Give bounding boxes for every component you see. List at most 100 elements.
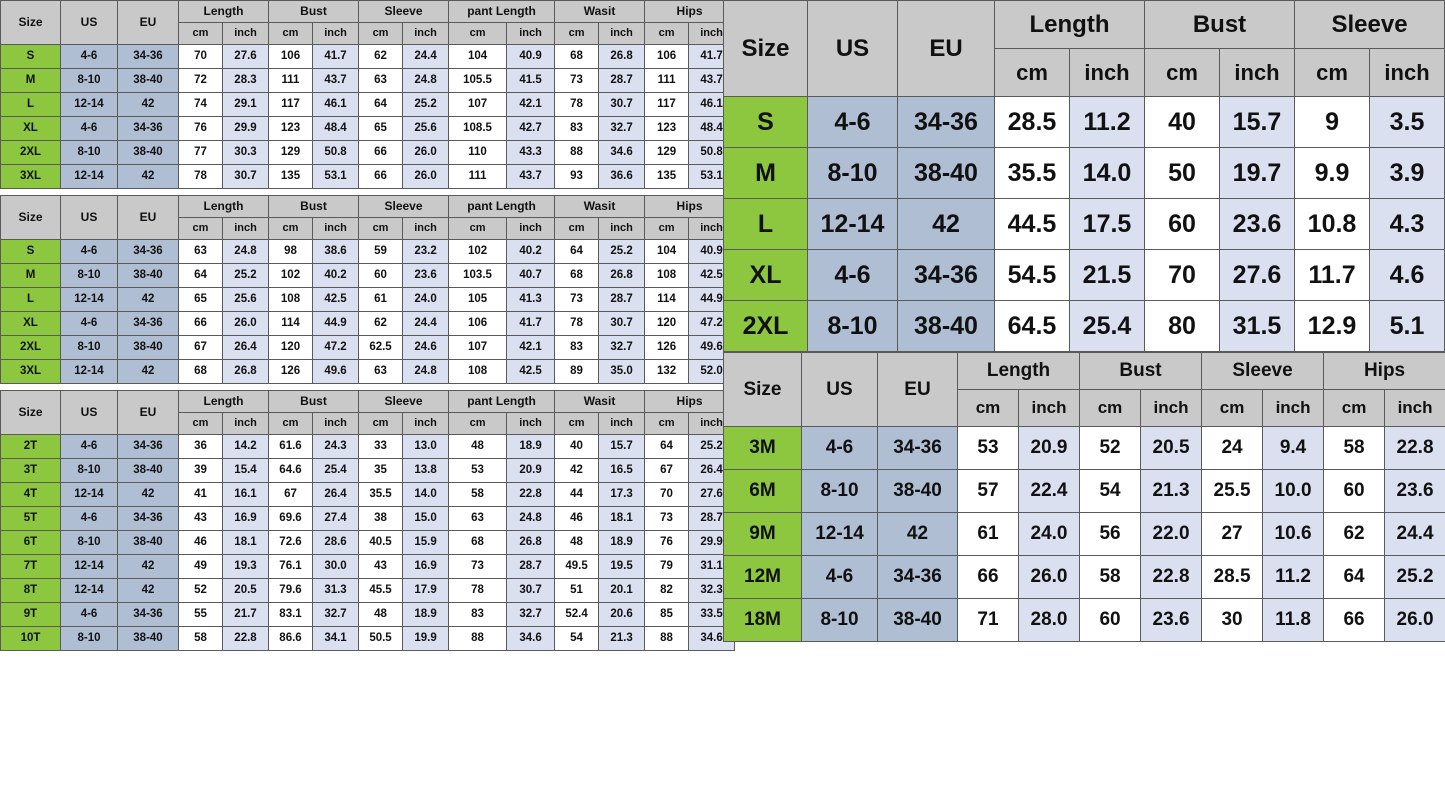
- cell-measurement-cm: 68: [554, 263, 600, 288]
- unit-header-cm: cm: [554, 22, 600, 45]
- unit-header-inch: inch: [402, 412, 450, 435]
- cell-measurement-inch: 22.8: [222, 626, 269, 651]
- unit-header-cm: cm: [358, 217, 404, 240]
- table-row: M 8-10 38-40 64 25.2 102 40.2 60 23.6 103.5 40.7 68…: [0, 263, 736, 288]
- cell-measurement-inch: 24.0: [1017, 512, 1081, 556]
- unit-header-inch: inch: [311, 412, 360, 435]
- cell-measurement-inch: 24.3: [311, 434, 360, 459]
- cell-measurement-inch: 42.7: [506, 116, 556, 141]
- column-header-eu: EU: [897, 0, 995, 97]
- unit-header-inch: inch: [222, 217, 269, 240]
- cell-measurement-cm: 132: [644, 359, 690, 384]
- cell-measurement-cm: 83: [448, 602, 508, 627]
- cell-eu: 42: [117, 578, 179, 603]
- unit-header-inch: inch: [222, 22, 269, 45]
- cell-measurement-inch: 41.7: [506, 311, 556, 336]
- unit-header-inch: inch: [598, 217, 646, 240]
- table-row: L 12-14 42 65 25.6 108 42.5 61 24.0 105 41.3 73 28.7…: [0, 287, 736, 312]
- cell-measurement-inch: 22.0: [1140, 512, 1203, 556]
- cell-measurement-cm: 72.6: [268, 530, 313, 555]
- cell-measurement-cm: 66: [178, 311, 223, 336]
- cell-eu: 34-36: [117, 506, 179, 531]
- cell-measurement-cm: 114: [268, 311, 313, 336]
- cell-measurement-cm: 83: [554, 335, 600, 360]
- cell-measurement-cm: 88: [448, 626, 508, 651]
- cell-measurement-inch: 19.5: [598, 554, 646, 579]
- cell-us: 4-6: [60, 116, 118, 141]
- header-group-row: Size US EU Length Bust Sleeve pant Length Wasit…: [0, 195, 736, 240]
- cell-measurement-cm: 93: [554, 164, 600, 189]
- cell-us: 4-6: [807, 249, 898, 301]
- cell-measurement-cm: 89: [554, 359, 600, 384]
- cell-size: 12M: [723, 555, 802, 599]
- cell-us: 4-6: [807, 96, 898, 148]
- cell-measurement-inch: 23.6: [1219, 198, 1296, 250]
- measurement-group-header: Hips: [1323, 352, 1445, 390]
- cell-measurement-cm: 69.6: [268, 506, 313, 531]
- cell-measurement-cm: 11.7: [1294, 249, 1371, 301]
- unit-header-inch: inch: [598, 22, 646, 45]
- unit-header-inch: inch: [1017, 389, 1081, 427]
- cell-measurement-inch: 21.3: [598, 626, 646, 651]
- cell-measurement-cm: 50.5: [358, 626, 404, 651]
- unit-header-cm: cm: [994, 48, 1070, 97]
- cell-us: 8-10: [801, 598, 878, 642]
- cell-measurement-inch: 28.6: [311, 530, 360, 555]
- cell-measurement-cm: 126: [268, 359, 313, 384]
- table-row: XL 4-6 34-36 76 29.9 123 48.4 65 25.6 108.5 42.7 83…: [0, 116, 736, 141]
- cell-measurement-inch: 32.7: [598, 335, 646, 360]
- measurement-group-header: Sleeve: [358, 390, 450, 413]
- cell-measurement-cm: 123: [644, 116, 690, 141]
- cell-measurement-inch: 26.0: [1384, 598, 1445, 642]
- cell-measurement-inch: 26.0: [222, 311, 269, 336]
- cell-size: 6T: [0, 530, 61, 555]
- cell-measurement-cm: 78: [178, 164, 223, 189]
- cell-eu: 38-40: [117, 335, 179, 360]
- measurement-group-header: Bust: [1144, 0, 1296, 49]
- cell-measurement-cm: 48: [554, 530, 600, 555]
- unit-header-cm: cm: [448, 412, 508, 435]
- cell-eu: 34-36: [117, 44, 179, 69]
- cell-measurement-cm: 61.6: [268, 434, 313, 459]
- unit-header-cm: cm: [268, 22, 313, 45]
- cell-measurement-cm: 39: [178, 458, 223, 483]
- cell-measurement-cm: 65: [178, 287, 223, 312]
- cell-size: 7T: [0, 554, 61, 579]
- cell-measurement-cm: 61: [957, 512, 1019, 556]
- table-row: 3XL 12-14 42 68 26.8 126 49.6 63 24.8 108 42.5 89 35…: [0, 359, 736, 384]
- cell-us: 8-10: [60, 626, 118, 651]
- cell-measurement-cm: 60: [1323, 469, 1386, 513]
- cell-measurement-cm: 107: [448, 335, 508, 360]
- cell-measurement-inch: 26.4: [311, 482, 360, 507]
- unit-header-cm: cm: [178, 412, 223, 435]
- cell-measurement-inch: 35.0: [598, 359, 646, 384]
- cell-measurement-cm: 64: [178, 263, 223, 288]
- cell-size: 8T: [0, 578, 61, 603]
- cell-measurement-cm: 65: [358, 116, 404, 141]
- cell-measurement-cm: 60: [1144, 198, 1221, 250]
- cell-measurement-cm: 108: [644, 263, 690, 288]
- cell-size: S: [0, 44, 61, 69]
- unit-header-inch: inch: [506, 217, 556, 240]
- cell-measurement-cm: 43: [358, 554, 404, 579]
- cell-measurement-inch: 18.9: [598, 530, 646, 555]
- cell-measurement-cm: 104: [448, 44, 508, 69]
- cell-eu: 38-40: [877, 469, 958, 513]
- cell-measurement-inch: 30.7: [222, 164, 269, 189]
- cell-us: 8-10: [60, 335, 118, 360]
- cell-us: 4-6: [60, 311, 118, 336]
- cell-measurement-inch: 28.7: [598, 68, 646, 93]
- cell-measurement-cm: 58: [1323, 426, 1386, 470]
- cell-eu: 42: [117, 287, 179, 312]
- cell-size: XL: [723, 249, 808, 301]
- unit-header-cm: cm: [448, 217, 508, 240]
- cell-us: 12-14: [60, 359, 118, 384]
- cell-measurement-cm: 63: [358, 68, 404, 93]
- cell-measurement-inch: 14.0: [402, 482, 450, 507]
- cell-measurement-inch: 20.1: [598, 578, 646, 603]
- unit-header-cm: cm: [178, 22, 223, 45]
- cell-us: 12-14: [60, 554, 118, 579]
- cell-measurement-inch: 21.7: [222, 602, 269, 627]
- cell-measurement-cm: 45.5: [358, 578, 404, 603]
- cell-measurement-cm: 28.5: [994, 96, 1070, 148]
